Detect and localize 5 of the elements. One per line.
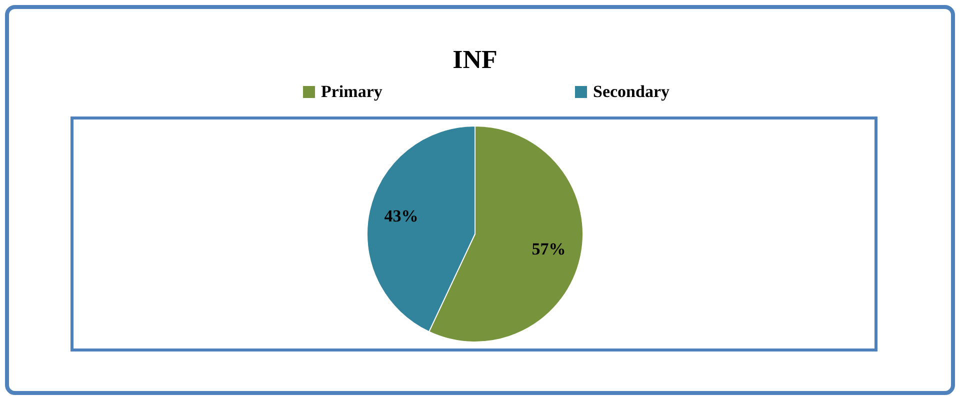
legend-label: Primary [321,82,383,101]
data-label: 57% [532,239,566,258]
chart-title: INF [452,45,498,74]
legend-label: Secondary [593,82,670,101]
data-label: 43% [384,206,418,226]
